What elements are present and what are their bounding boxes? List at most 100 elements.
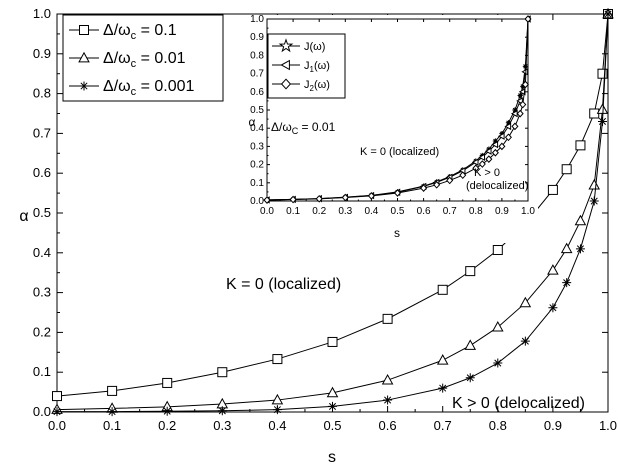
main-series-1-point — [162, 377, 173, 388]
inset-annotation-k-positive: K > 0 — [474, 167, 500, 179]
inset-y-tick-label: 0.4 — [250, 123, 264, 134]
main-legend-marker-3 — [79, 81, 89, 91]
inset-y-tick-label: 0.8 — [250, 50, 264, 61]
main-legend: Δ/ωc = 0.1Δ/ωc = 0.01Δ/ωc = 0.001 — [62, 14, 224, 102]
inset-series-group — [262, 15, 532, 204]
main-legend-label-suffix: = 0.01 — [136, 50, 185, 67]
inset-y-tick-label: 0.2 — [250, 160, 264, 171]
inset-series-1-point — [505, 120, 512, 126]
main-legend-label-sub: c — [131, 86, 137, 98]
main-series-2-point — [574, 214, 587, 226]
main-legend-label-main: Δ/ω — [103, 78, 131, 95]
main-legend-label-suffix: = 0.001 — [136, 78, 194, 95]
main-series-2-point — [326, 386, 339, 398]
main-series-1-point — [382, 313, 393, 324]
main-x-tick-label: 0.4 — [268, 418, 286, 433]
main-legend-label-sub: c — [131, 58, 137, 70]
inset-legend-label-2: J1(ω) — [304, 60, 330, 74]
main-series-2-point — [436, 354, 449, 365]
main-series-3-point — [52, 407, 62, 417]
inset-series-2-point — [484, 147, 492, 155]
inset-legend-label-main: J — [304, 79, 310, 91]
inset-y-tick-label: 0.7 — [250, 69, 264, 80]
main-series-3-point — [328, 401, 337, 411]
main-series-1-point — [465, 266, 476, 277]
inset-x-tick-label: 0.4 — [364, 206, 378, 217]
inset-legend-marker-3 — [280, 78, 292, 90]
inset-x-tick-label: 0.5 — [391, 206, 405, 217]
main-y-axis-title: α — [19, 208, 28, 225]
main-series-1-point — [52, 391, 62, 402]
inset-series-3-point — [446, 176, 454, 185]
main-y-tick-label: 0.5 — [33, 205, 51, 220]
main-y-tick-label: 0.4 — [33, 245, 51, 260]
main-series-2-point — [560, 242, 573, 254]
inset-x-tick-label: 1.0 — [521, 206, 535, 217]
main-x-axis-title: s — [328, 449, 336, 466]
main-legend-box — [62, 14, 224, 102]
main-series-3-point — [162, 406, 172, 416]
inset-series-2-point — [504, 122, 512, 131]
main-series-2-point — [588, 178, 601, 190]
inset-series-2-point — [497, 132, 505, 140]
main-legend-label-suffix: = 0.1 — [136, 22, 177, 39]
inset-series-3-point — [504, 133, 512, 142]
inset-parameter-main: Δ/ω — [271, 120, 292, 134]
inset-series-3-point — [289, 195, 297, 204]
main-y-tick-label: 0.8 — [33, 86, 51, 101]
main-y-tick-label: 0.3 — [33, 285, 51, 300]
inset-y-tick-label: 0.5 — [250, 105, 264, 116]
main-legend-marker-1 — [79, 25, 89, 35]
inset-series-3-point — [478, 160, 486, 168]
main-legend-label-2: Δ/ωc = 0.01 — [103, 50, 186, 70]
inset-legend-label-main: J — [304, 60, 310, 72]
inset-series-2-point — [516, 97, 523, 105]
main-series-3-point — [493, 358, 503, 368]
inset-series-1-point — [512, 107, 518, 113]
main-legend-label-sub: c — [131, 30, 137, 42]
inset-legend-label-suffix: (ω) — [314, 60, 330, 72]
main-x-tick-label: 0.9 — [544, 418, 562, 433]
inset-series-1-point — [517, 92, 523, 99]
main-annotation-localized: K = 0 (localized) — [226, 276, 341, 293]
main-y-tick-label: 0.0 — [33, 404, 51, 419]
inset-legend-label-sub: 2 — [310, 84, 315, 93]
inset-x-axis: 0.0 0.1 0.2 0.3 0.4 0.5 0.6 0.7 0.8 0.9 1.0 — [260, 19, 535, 217]
main-series-1-point — [575, 140, 586, 151]
main-y-tick-label: 0.9 — [33, 46, 51, 61]
inset-annotation-delocalized: (delocalized) — [466, 180, 528, 192]
inset-x-tick-label: 0.8 — [469, 206, 483, 217]
inset-x-axis-title: s — [394, 226, 400, 240]
main-series-3-point — [383, 395, 393, 405]
inset-legend-marker-2 — [280, 59, 290, 71]
main-series-1-point — [492, 245, 503, 256]
main-series-1-point — [272, 354, 283, 365]
inset-series-3-point — [485, 155, 493, 163]
inset-legend-label-suffix: (ω) — [314, 79, 330, 91]
main-series-1-point — [327, 336, 338, 347]
main-series-2-point — [381, 373, 394, 385]
inset-y-tick-label: 1.0 — [250, 14, 264, 25]
main-series-1-point — [561, 164, 572, 175]
inset-y-axis-title: α — [249, 115, 256, 129]
inset-x-tick-label: 0.9 — [495, 206, 509, 217]
main-x-tick-label: 0.3 — [213, 418, 231, 433]
main-x-tick-label: 1.0 — [599, 418, 617, 433]
inset-plot: 0.0 0.1 0.2 0.3 0.4 0.5 0.6 0.7 0.8 0.9 1.0 0.0 0.1… — [240, 14, 538, 243]
inset-series-1-point — [520, 83, 526, 89]
inset-series-1-point — [499, 131, 505, 137]
inset-legend-label-3: J2(ω) — [304, 79, 330, 93]
main-annotation-delocalized: K > 0 (delocalized) — [452, 395, 585, 412]
main-x-tick-label: 0.0 — [48, 418, 66, 433]
inset-series-3-point — [393, 189, 402, 197]
main-series-3-point — [272, 405, 282, 415]
main-series-3-point — [589, 196, 599, 206]
main-y-tick-label: 1.0 — [33, 6, 51, 21]
main-x-tick-label: 0.8 — [489, 418, 507, 433]
main-x-tick-label: 0.2 — [158, 418, 176, 433]
main-series-3-point — [603, 9, 613, 19]
inset-series-3-point — [511, 122, 519, 131]
inset-series-3-point — [491, 148, 499, 157]
inset-legend-label-sub: 1 — [310, 65, 315, 74]
main-legend-label-1: Δ/ωc = 0.1 — [103, 22, 177, 42]
